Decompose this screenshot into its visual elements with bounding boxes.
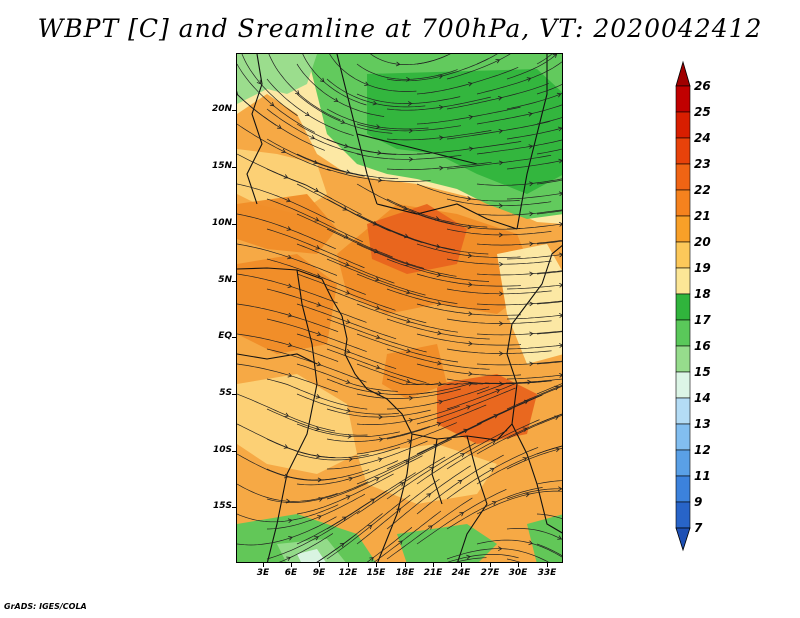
colorbar-label: 21 bbox=[694, 209, 711, 223]
colorbar-scale bbox=[675, 60, 691, 552]
wbpt-shading bbox=[237, 54, 562, 562]
lon-label: 18E bbox=[395, 568, 415, 578]
colorbar-segment bbox=[675, 85, 691, 113]
colorbar-label: 19 bbox=[694, 261, 711, 275]
lon-tick bbox=[547, 562, 548, 567]
lat-tick bbox=[232, 224, 237, 225]
lat-label: 5N bbox=[218, 275, 232, 285]
lat-tick bbox=[232, 281, 237, 282]
colorbar-label: 20 bbox=[694, 235, 711, 249]
lon-label: 9E bbox=[312, 568, 326, 578]
colorbar-label: 17 bbox=[694, 313, 711, 327]
colorbar-label: 23 bbox=[694, 157, 711, 171]
lon-label: 21E bbox=[423, 568, 443, 578]
streamlines bbox=[237, 54, 562, 562]
colorbar-segment bbox=[675, 215, 691, 243]
colorbar-label: 25 bbox=[694, 105, 711, 119]
colorbar-label: 13 bbox=[694, 417, 711, 431]
lat-label: 15N bbox=[211, 161, 232, 171]
lon-label: 15E bbox=[366, 568, 386, 578]
colorbar-top-arrow bbox=[675, 60, 691, 87]
colorbar-segment bbox=[675, 475, 691, 503]
colorbar-segment bbox=[675, 397, 691, 425]
colorbar-segment bbox=[675, 137, 691, 165]
colorbar-bottom-arrow bbox=[675, 527, 691, 552]
lon-label: 3E bbox=[256, 568, 270, 578]
colorbar-segment bbox=[675, 189, 691, 217]
colorbar-label: 16 bbox=[694, 339, 711, 353]
lat-label: 10S bbox=[212, 445, 232, 455]
colorbar-label: 26 bbox=[694, 79, 711, 93]
lat-label: EQ bbox=[218, 331, 232, 341]
country-borders bbox=[237, 54, 562, 562]
map-panel bbox=[236, 53, 563, 563]
colorbar-label: 7 bbox=[694, 521, 703, 535]
lat-tick bbox=[232, 507, 237, 508]
colorbar-segment bbox=[675, 423, 691, 451]
colorbar-segment bbox=[675, 449, 691, 477]
wbpt-streamline-map bbox=[237, 54, 562, 562]
colorbar-segment bbox=[675, 371, 691, 399]
colorbar-segment bbox=[675, 163, 691, 191]
colorbar-label: 12 bbox=[694, 443, 711, 457]
lon-tick bbox=[490, 562, 491, 567]
lat-tick bbox=[232, 451, 237, 452]
lon-label: 27E bbox=[480, 568, 500, 578]
colorbar-segment bbox=[675, 345, 691, 373]
lon-label: 12E bbox=[338, 568, 358, 578]
colorbar-label: 24 bbox=[694, 131, 711, 145]
lon-label: 6E bbox=[284, 568, 298, 578]
colorbar-segment bbox=[675, 293, 691, 321]
lon-tick bbox=[319, 562, 320, 567]
colorbar-segment bbox=[675, 267, 691, 295]
lat-tick bbox=[232, 110, 237, 111]
colorbar-label: 9 bbox=[694, 495, 703, 509]
lon-tick bbox=[405, 562, 406, 567]
colorbar-segment bbox=[675, 501, 691, 529]
lat-label: 5S bbox=[219, 388, 232, 398]
lon-label: 33E bbox=[537, 568, 557, 578]
lon-tick bbox=[433, 562, 434, 567]
colorbar-label: 15 bbox=[694, 365, 711, 379]
lon-label: 30E bbox=[508, 568, 528, 578]
lon-tick bbox=[461, 562, 462, 567]
colorbar-label: 14 bbox=[694, 391, 711, 405]
grads-credit: GrADS: IGES/COLA bbox=[4, 602, 87, 611]
lat-label: 15S bbox=[212, 501, 232, 511]
lon-label: 24E bbox=[451, 568, 471, 578]
colorbar-segment bbox=[675, 319, 691, 347]
colorbar-segment bbox=[675, 111, 691, 139]
colorbar-label: 18 bbox=[694, 287, 711, 301]
colorbar-label: 11 bbox=[694, 469, 711, 483]
lat-tick bbox=[232, 394, 237, 395]
colorbar-label: 22 bbox=[694, 183, 711, 197]
lon-tick bbox=[291, 562, 292, 567]
lat-tick bbox=[232, 167, 237, 168]
lon-tick bbox=[348, 562, 349, 567]
chart-title: WBPT [C] and Sreamline at 700hPa, VT: 20… bbox=[37, 14, 763, 43]
lat-tick bbox=[232, 337, 237, 338]
colorbar-segment bbox=[675, 241, 691, 269]
lat-label: 10N bbox=[211, 218, 232, 228]
lon-tick bbox=[518, 562, 519, 567]
lat-label: 20N bbox=[211, 104, 232, 114]
lon-tick bbox=[263, 562, 264, 567]
lon-tick bbox=[376, 562, 377, 567]
